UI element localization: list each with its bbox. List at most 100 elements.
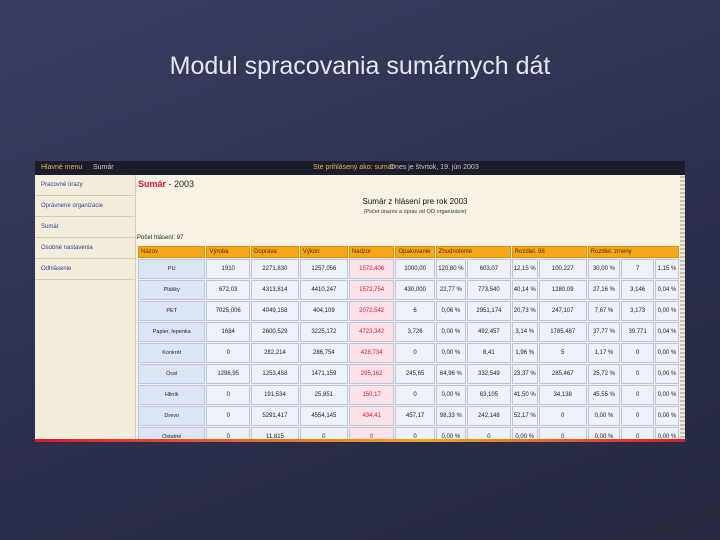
col-header[interactable]: Rozdiel. zmeny [587,246,679,258]
table-cell: 1000,00 [395,259,435,279]
table-cell: 25,72 % [587,364,621,384]
slide-title: Modul spracovania sumárnych dát [169,52,551,80]
table-cell: 27,16 % [587,280,621,300]
report-subtitle: (Počet úrazov a úprav od OO organizácie) [363,209,467,215]
table-cell: 1471,159 [299,364,348,384]
table-cell: 0 [348,427,395,442]
table-row: Konkrét 0 282,214 286,754 428,734 0 0,00 % 8,41… [138,343,679,363]
table-cell: 404,109 [299,301,348,321]
table-row: Papier, lepenka 1684 2600,529 3225,172 4723,… [138,322,679,342]
table-cell: 430,000 [395,280,435,300]
table-cell: 3,14 % [511,322,538,342]
table-cell: 0,00 % [511,427,538,442]
table-cell: 0,00 % [587,427,621,442]
sidebar-item-osobne-nastavenia[interactable]: Osobné nastavenia [35,238,135,259]
table-cell: 4554,145 [299,406,348,426]
table-cell: 2072,542 [348,301,395,321]
app-screenshot: Hlavné menu Sumár Ste prihlásený ako: su… [35,161,685,442]
row-category: Ostatné [138,427,206,442]
home-link[interactable]: Hlavné menu [41,164,83,171]
row-category: Ocel [138,364,206,384]
row-category: PU [138,259,206,279]
table-row: Ocel 1296,95 1253,458 1471,159 295,162 245,65… [138,364,679,384]
sidebar-item-pracovne-urazy[interactable]: Pracovné úrazy [35,175,135,196]
table-cell: 773,540 [467,280,511,300]
table-cell: 1280,09 [538,280,587,300]
col-header[interactable]: Nadzor [348,246,395,258]
col-header[interactable]: Zhodnotenie [435,246,511,258]
table-cell: 12,15 % [511,259,538,279]
table-cell: 3,173 [621,301,654,321]
table-row: Ostatné 0 11,815 0 0 0 0,00 % 0 0,00 % 0 0,00 % 0 0,… [138,427,679,442]
row-category: Konkrét [138,343,206,363]
table-cell: 63,105 [467,385,511,405]
sidebar: Pracovné úrazy Oprávnené organizácie Sum… [35,175,136,442]
sidebar-item-odhlasenie[interactable]: Odhlásenie [35,259,135,280]
table-cell: 45,55 % [587,385,621,405]
table-cell: 1910 [206,259,250,279]
bottom-accent-line [35,439,685,442]
table-cell: 0,00 % [654,406,679,426]
table-cell: 4313,814 [251,280,299,300]
table-cell: 4723,342 [348,322,395,342]
table-cell: 434,41 [348,406,395,426]
table-cell: 332,549 [467,364,511,384]
report-title: Sumár z hlásení pre rok 2003 [362,197,468,206]
table-cell: 191,534 [251,385,299,405]
table-cell: 0 [621,343,654,363]
table-cell: 0 [206,343,250,363]
row-category: PET [138,301,206,321]
table-cell: 23,37 % [511,364,538,384]
table-cell: 672,03 [206,280,250,300]
table-cell: 8,41 [467,343,511,363]
table-cell: 0 [621,364,654,384]
heading-label: Sumár [138,179,167,189]
table-cell: 0,00 % [654,364,679,384]
table-cell: 1684 [206,322,250,342]
table-cell: 492,457 [467,322,511,342]
table-cell: 98,33 % [435,406,467,426]
col-header[interactable]: Názov [138,246,206,258]
col-header[interactable]: Doprava [251,246,299,258]
sidebar-item-opravnene-organizacie[interactable]: Oprávnené organizácie [35,196,135,217]
table-cell: 1,15 % [654,259,679,279]
col-header[interactable]: Výkon [299,246,348,258]
table-cell: 6 [395,301,435,321]
current-section: Sumár [93,164,114,171]
table-cell: 0 [206,385,250,405]
table-cell: 428,734 [348,343,395,363]
table-cell: 0,00 % [435,343,467,363]
table-cell: 0 [299,427,348,442]
top-bar: Hlavné menu Sumár Ste prihlásený ako: su… [35,161,685,175]
table-cell: 0,04 % [654,322,679,342]
table-cell: 11,815 [251,427,299,442]
table-cell: 282,214 [251,343,299,363]
table-cell: 64,96 % [435,364,467,384]
table-cell: 0 [621,427,654,442]
table-cell: 0,00 % [654,343,679,363]
table-cell: 2951,174 [467,301,511,321]
scrollbar[interactable] [680,175,685,442]
table-cell: 0 [467,427,511,442]
table-cell: 1572,406 [348,259,395,279]
table-cell: 0,00 % [435,322,467,342]
table-cell: 0,00 % [435,385,467,405]
table-cell: 52,17 % [511,406,538,426]
table-cell: 7 [621,259,654,279]
table-header-row: Názov Výroba Doprava Výkon Nadzor Opakov… [138,246,679,258]
table-cell: 285,467 [538,364,587,384]
table-cell: 0,00 % [654,427,679,442]
table-row: PU 1910 2271,830 1257,056 1572,406 1000,00 120… [138,259,679,279]
col-header[interactable]: Rozdiel. 98 [511,246,587,258]
table-cell: 0 [395,385,435,405]
table-cell: 37,77 % [587,322,621,342]
user-info: Ste prihlásený ako: sumar [313,164,394,171]
table-cell: 34,138 [538,385,587,405]
col-header[interactable]: Výroba [206,246,250,258]
sidebar-item-sumar[interactable]: Sumár [35,217,135,238]
table-cell: 1296,95 [206,364,250,384]
table-cell: 0,00 % [587,406,621,426]
col-header[interactable]: Opakovanie [395,246,435,258]
table-cell: 245,65 [395,364,435,384]
table-cell: 0 [621,385,654,405]
